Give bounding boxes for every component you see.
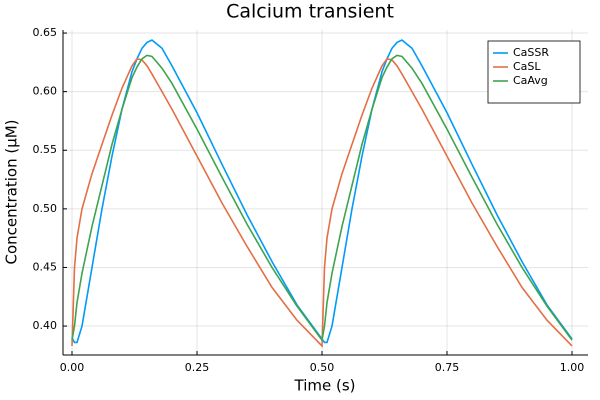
x-tick-label: 0.25 — [185, 361, 210, 374]
y-tick-label: 0.65 — [33, 26, 58, 39]
line-series — [71, 57, 573, 348]
x-tick-label: 0.00 — [60, 361, 85, 374]
y-axis-label: Concentration (μM) — [3, 119, 21, 264]
y-tick-label: 0.45 — [33, 260, 58, 273]
legend-label: CaSSR — [513, 46, 549, 59]
legend-label: CaAvg — [513, 74, 548, 87]
legend-box — [487, 40, 581, 104]
y-tick-label: 0.60 — [33, 85, 58, 98]
x-axis-label: Time (s) — [294, 377, 356, 395]
y-tick-label: 0.40 — [33, 319, 58, 332]
x-tick-label: 0.50 — [310, 361, 335, 374]
chart-title: Calcium transient — [226, 1, 394, 23]
x-tick-label: 0.75 — [435, 361, 460, 374]
y-tick-label: 0.50 — [33, 202, 58, 215]
legend-label: CaSL — [513, 60, 541, 73]
y-tick-label: 0.55 — [33, 143, 58, 156]
x-tick-label: 1.00 — [560, 361, 585, 374]
line-series — [71, 54, 573, 343]
